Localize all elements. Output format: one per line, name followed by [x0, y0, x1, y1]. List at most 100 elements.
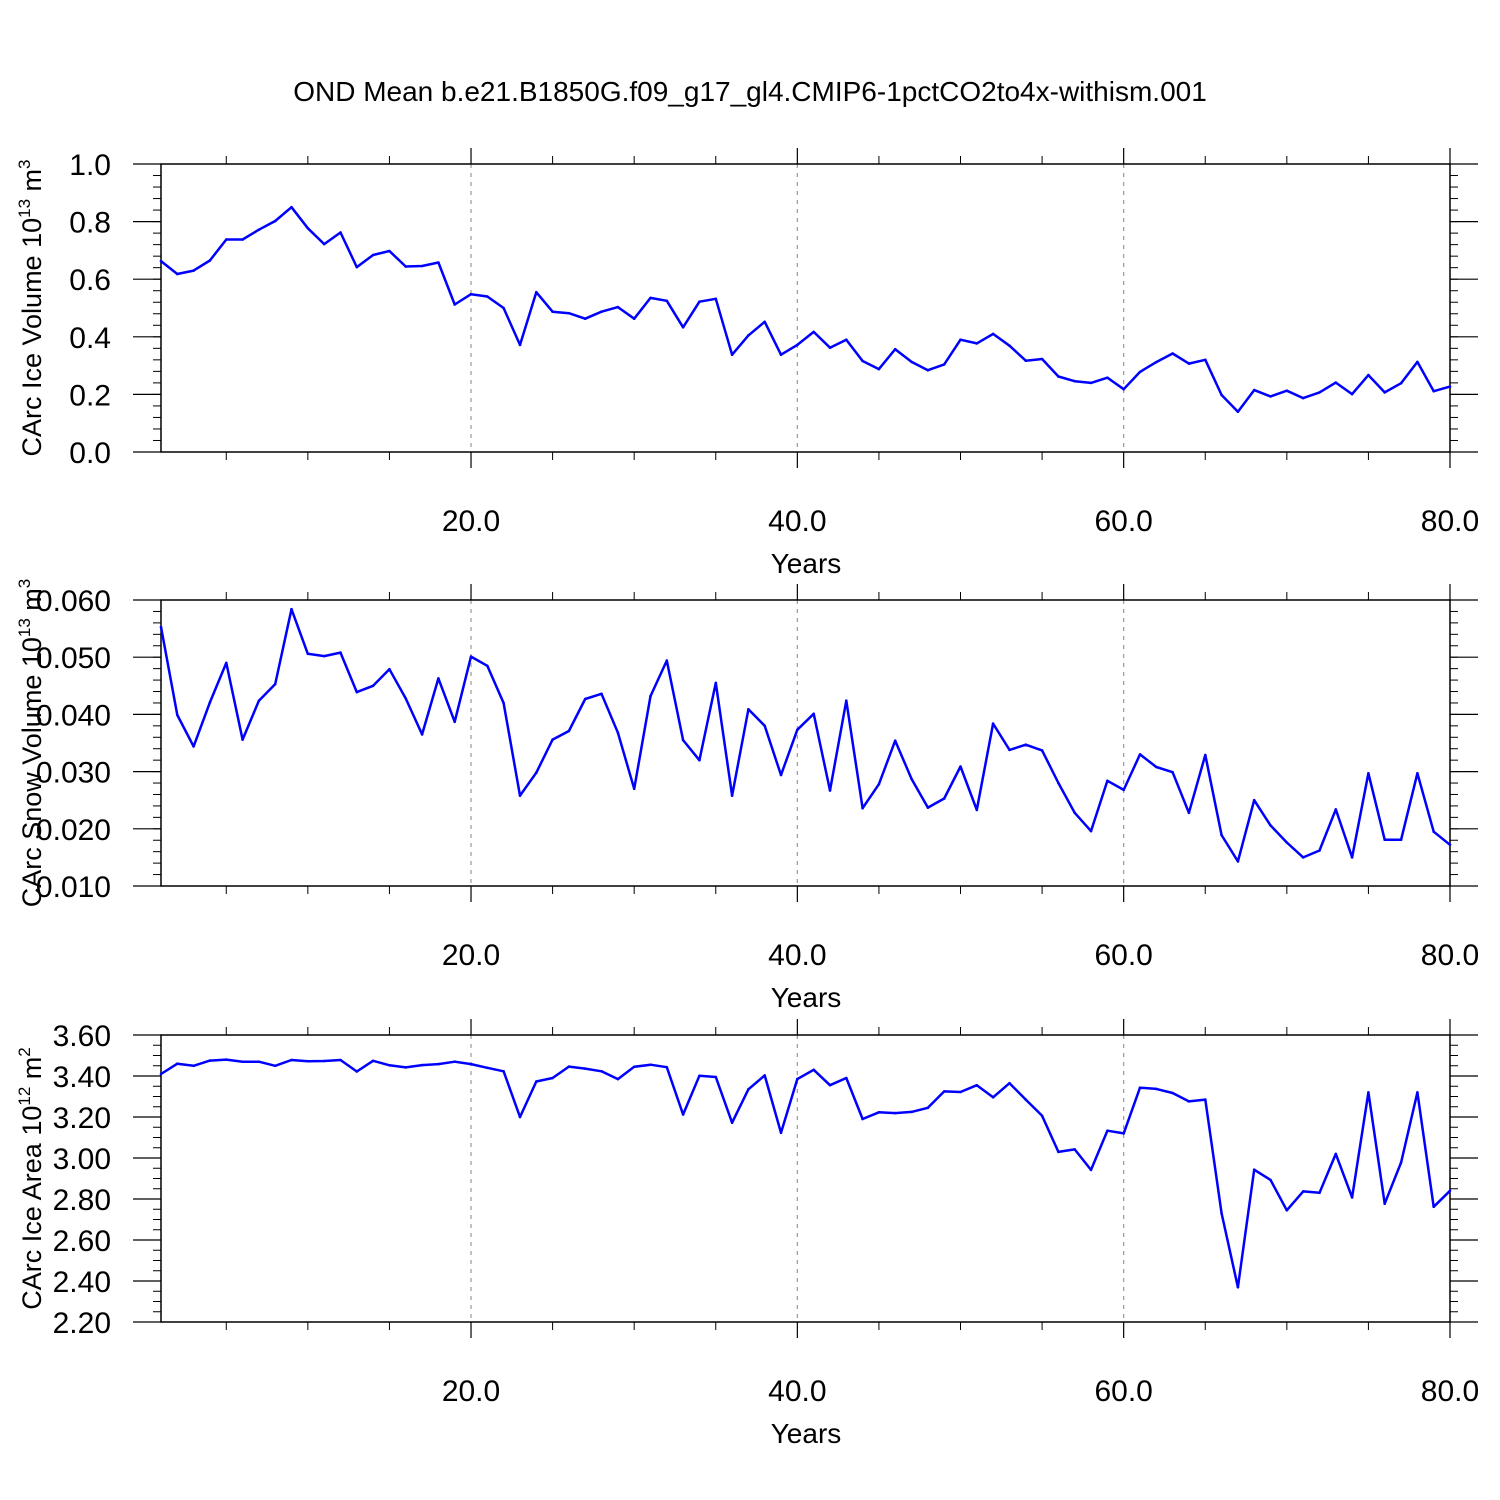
data-point [551, 310, 554, 314]
data-point [828, 346, 832, 350]
data-point [241, 238, 244, 241]
data-point [1301, 1190, 1305, 1193]
x-tick-label: 40.0 [768, 1375, 826, 1408]
data-point [632, 317, 636, 321]
data-point [698, 758, 701, 762]
data-point [845, 338, 848, 342]
data-point [241, 1060, 244, 1063]
data-point [437, 677, 440, 680]
data-point [225, 238, 228, 241]
data-point [518, 1115, 522, 1119]
data-point [257, 228, 261, 231]
x-tick-label: 20.0 [442, 1375, 500, 1408]
data-point [257, 1060, 261, 1063]
data-point [1334, 1152, 1338, 1156]
data-point [1138, 1086, 1142, 1089]
data-point [1285, 1209, 1289, 1212]
data-point [600, 310, 603, 314]
data-point [665, 659, 669, 662]
data-point [1399, 381, 1403, 385]
data-point [1350, 856, 1354, 859]
data-point [469, 292, 473, 296]
data-point [1057, 781, 1060, 785]
data-point [225, 661, 228, 665]
data-point [1122, 1132, 1125, 1135]
data-point [1383, 391, 1386, 394]
data-point [371, 684, 375, 688]
data-point [355, 690, 359, 694]
y-tick-label: 3.00 [53, 1143, 111, 1176]
data-point [991, 722, 995, 725]
data-point [1448, 1189, 1452, 1193]
data-point [437, 1062, 440, 1066]
data-point [975, 342, 979, 345]
data-point [845, 1076, 848, 1080]
y-axis-label-text: m [17, 588, 47, 618]
data-point [616, 305, 620, 309]
y-axis-label-exponent: 13 [15, 618, 34, 637]
y-axis-label-exponent: 2 [15, 1047, 34, 1056]
x-tick-label: 80.0 [1421, 1375, 1479, 1408]
data-point [420, 733, 424, 736]
data-point [649, 694, 652, 698]
data-point [502, 306, 505, 310]
data-point [681, 326, 685, 329]
data-point [714, 1075, 718, 1079]
data-point [632, 787, 636, 791]
data-point [1106, 779, 1109, 783]
plot-frame [160, 163, 1451, 453]
data-point [404, 1066, 408, 1069]
data-point [420, 1063, 424, 1067]
y-tick-label: 0.4 [69, 322, 111, 355]
data-point [551, 1076, 554, 1080]
data-point [535, 771, 538, 774]
data-point [306, 652, 310, 656]
data-point [583, 697, 587, 701]
data-point [828, 789, 832, 792]
data-point [1236, 1285, 1240, 1289]
data-point [1057, 1150, 1060, 1154]
data-point [1318, 391, 1321, 394]
data-point [1089, 381, 1093, 385]
y-tick-label: 0.2 [69, 379, 111, 412]
data-point [322, 242, 326, 246]
data-point [714, 681, 718, 685]
data-point [893, 347, 897, 351]
data-point [1138, 753, 1142, 756]
data-point [583, 317, 587, 321]
data-point [1285, 841, 1289, 844]
data-point [535, 1080, 538, 1083]
data-point [1008, 1081, 1011, 1085]
plot-frame [160, 1034, 1451, 1323]
data-point [208, 701, 212, 704]
data-point [1138, 370, 1142, 374]
data-point [176, 272, 179, 276]
data-point [1008, 748, 1011, 752]
data-point [1024, 359, 1028, 363]
data-point [322, 654, 326, 658]
data-point [1040, 1114, 1044, 1118]
data-point [192, 1064, 195, 1068]
data-point [453, 720, 457, 724]
data-point [371, 1059, 375, 1063]
data-point [176, 1062, 179, 1065]
data-point [959, 765, 962, 768]
data-point [812, 330, 815, 334]
data-point [1399, 1161, 1403, 1164]
data-point [1416, 360, 1419, 364]
y-tick-label: 0.040 [36, 699, 111, 732]
data-point [893, 739, 897, 742]
data-point [877, 1111, 881, 1114]
data-point [306, 226, 310, 230]
y-tick-label: 0.010 [36, 871, 111, 904]
x-tick-label: 40.0 [768, 939, 826, 972]
x-axis-label: Years [771, 982, 842, 1013]
data-point [828, 1083, 832, 1087]
data-point [1318, 1191, 1321, 1195]
x-tick-label: 40.0 [768, 505, 826, 538]
data-point [437, 261, 440, 264]
data-point [208, 1059, 212, 1062]
data-point [1367, 1091, 1370, 1094]
data-point [747, 1088, 750, 1091]
